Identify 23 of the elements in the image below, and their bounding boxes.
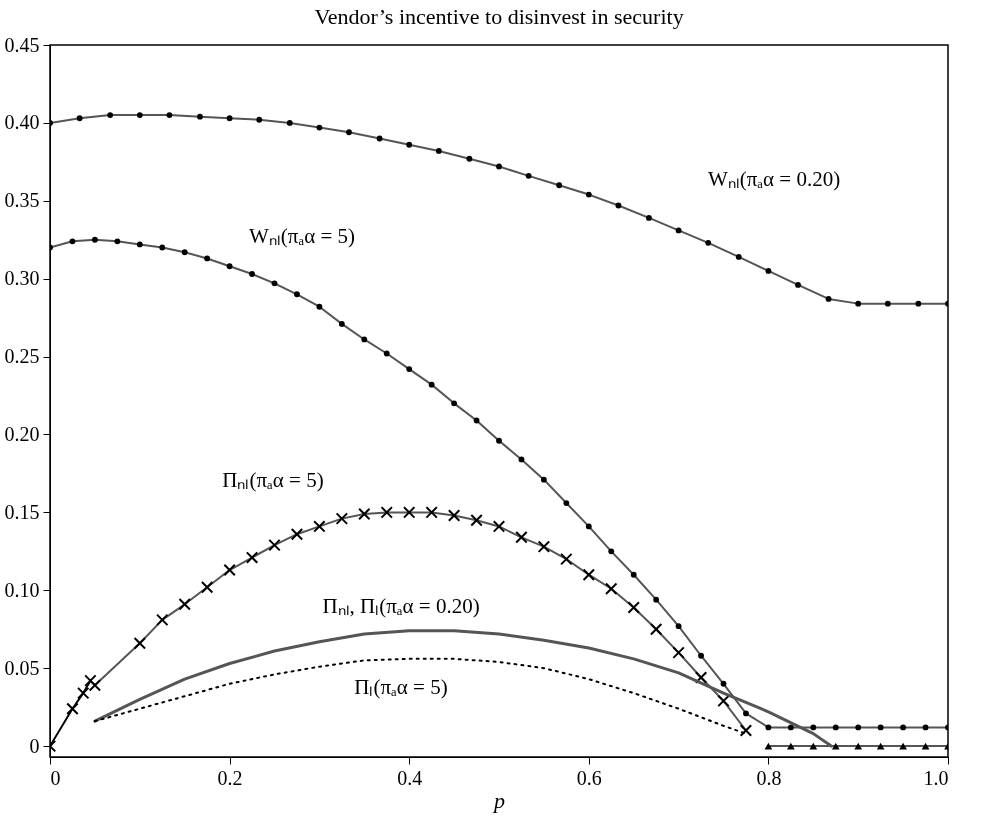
annotation: Πₙₗ, Πₗ(πₐα = 0.20) (322, 594, 480, 618)
y-tick-label: 0.30 (4, 267, 40, 290)
y-tick-label: 0.45 (4, 33, 40, 56)
annotation: Wₙₗ(πₐα = 0.20) (707, 167, 841, 191)
annotation: Πₗ(πₐα = 5) (354, 675, 448, 699)
y-tick-label: 0.20 (4, 423, 40, 445)
y-tick-label: 0 (29, 734, 40, 757)
annotation: Πₙₗ(πₐα = 5) (222, 468, 324, 492)
chart-title: Vendor’s incentive to disinvest in security (314, 4, 684, 29)
y-tick-label: 0.15 (4, 500, 40, 523)
x-tick-label: 0 (50, 766, 61, 789)
y-tick-label: 0.40 (4, 111, 40, 134)
x-tick-label: 0.8 (756, 766, 782, 789)
y-tick-label: 0.05 (4, 656, 40, 679)
y-tick-label: 0.35 (4, 189, 40, 212)
x-tick-label: 0.6 (576, 766, 602, 789)
y-tick-label: 0.10 (4, 578, 40, 601)
x-axis-title: p (492, 787, 505, 813)
y-tick-label: 0.25 (4, 345, 40, 368)
x-tick-label: 0.4 (397, 766, 423, 789)
x-tick-label: 1.0 (923, 766, 949, 789)
x-tick-label: 0.2 (217, 766, 243, 789)
annotation: Wₙₗ(πₐα = 5) (249, 224, 355, 248)
